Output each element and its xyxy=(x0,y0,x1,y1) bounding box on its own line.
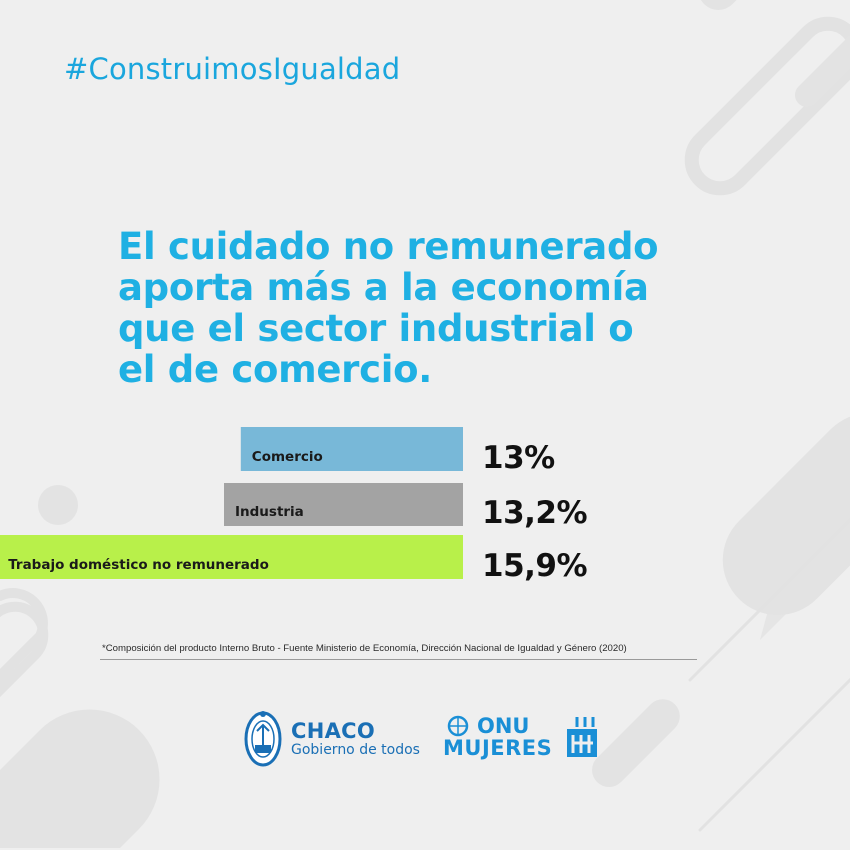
bar-2 xyxy=(224,483,463,526)
chaco-shield-icon xyxy=(244,711,282,767)
bar-value-label-1: 13% xyxy=(482,440,555,476)
headline-line-2: aporta más a la economía xyxy=(118,266,649,309)
chaco-name: CHACO xyxy=(291,719,376,743)
mujeres-label: MUJERES xyxy=(443,736,553,760)
bar-value-label-2: 13,2% xyxy=(482,495,587,531)
onu-label: ONU xyxy=(477,714,530,738)
chaco-logo: CHACO Gobierno de todos xyxy=(243,709,443,769)
bar-3 xyxy=(0,535,463,579)
bar-category-label-3: Trabajo doméstico no remunerado xyxy=(8,557,269,573)
bar-category-label-2: Industria xyxy=(235,504,304,520)
headline-line-4: el de comercio. xyxy=(118,348,432,391)
headline: El cuidado no remunerado aporta más a la… xyxy=(118,226,678,390)
bar-category-label-1: Comercio xyxy=(252,449,323,465)
headline-line-3: que el sector industrial o xyxy=(118,307,634,350)
chaco-subtitle: Gobierno de todos xyxy=(291,742,420,758)
headline-line-1: El cuidado no remunerado xyxy=(118,225,659,268)
bar-value-label-3: 15,9% xyxy=(482,548,587,584)
footnote-divider xyxy=(100,659,697,660)
women-symbol-icon xyxy=(567,717,597,757)
un-emblem-icon xyxy=(447,715,469,737)
onu-mujeres-logo: ONU MUJERES xyxy=(443,713,613,773)
hashtag: #ConstruimosIgualdad xyxy=(64,52,401,86)
bar-1 xyxy=(240,427,463,471)
source-footnote: *Composición del producto Interno Bruto … xyxy=(102,643,627,654)
